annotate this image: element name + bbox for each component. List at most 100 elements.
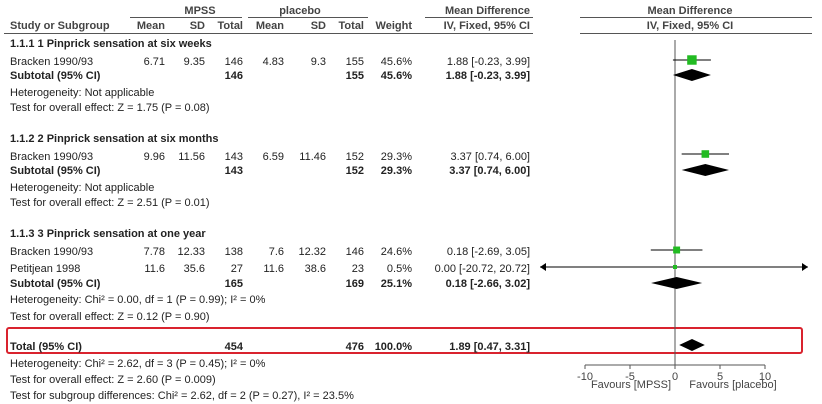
subtotal-label: Subtotal (95% CI) [10,165,101,177]
total-heterogeneity-text: Heterogeneity: Chi² = 2.62, df = 3 (P = … [10,358,266,370]
subtotal-label: Subtotal (95% CI) [10,70,101,82]
heterogeneity-text: Heterogeneity: Chi² = 0.00, df = 1 (P = … [10,294,266,306]
subgroup-title: 1.1.2 2 Pinprick sensation at six months [10,133,219,145]
mean1: 9.96 [143,151,165,163]
plot-header: Mean Difference [647,5,733,17]
plot-method-header: IV, Fixed, 95% CI [646,20,734,32]
total1: 27 [230,263,243,275]
subtotal-total1: 143 [224,165,243,177]
ci: 0.00 [-20.72, 20.72] [434,263,530,275]
subgroup-title: 1.1.1 1 Pinprick sensation at six weeks [10,38,212,50]
weight: 0.5% [386,263,412,275]
heterogeneity-text: Heterogeneity: Not applicable [10,87,155,99]
total-label: Total (95% CI) [10,341,82,353]
sd1: 35.6 [183,263,205,275]
subtotal-ci: 0.18 [-2.66, 3.02] [445,278,530,290]
ci-arrow-right [802,263,808,271]
pooled-diamond [651,277,703,289]
x-tick-label: -10 [577,371,593,383]
ci-arrow-left [540,263,546,271]
total1-header: Total [217,20,243,32]
study-name: Petitjean 1998 [10,263,81,275]
ci: 3.37 [0.74, 6.00] [450,151,530,163]
subtotal-ci: 1.88 [-0.23, 3.99] [445,70,530,82]
x-tick-label: 0 [672,371,678,383]
mean2-header: Mean [255,20,284,32]
overall-effect-text: Test for overall effect: Z = 0.12 (P = 0… [10,311,210,323]
subtotal-ci: 3.37 [0.74, 6.00] [449,165,530,177]
x-tick-label: -5 [625,371,635,383]
sd1: 11.56 [178,151,205,163]
group1-rule [130,17,242,18]
subgroup-title: 1.1.3 3 Pinprick sensation at one year [10,228,206,240]
total-total1: 454 [224,341,243,353]
weight-header: Weight [375,20,412,32]
study-square [673,246,681,254]
ci: 0.18 [-2.69, 3.05] [446,246,530,258]
pooled-diamond [672,69,711,81]
study-square [687,55,697,65]
effect-header: Mean Difference [445,5,530,17]
subtotal-total2: 155 [345,70,364,82]
header-rule [4,33,533,34]
subtotal-weight: 45.6% [380,70,412,82]
group2-header: placebo [279,5,321,17]
study-name: Bracken 1990/93 [10,246,94,258]
mean1: 11.6 [144,263,165,275]
mean1: 6.71 [143,56,165,68]
total-overall-effect-text: Test for overall effect: Z = 2.60 (P = 0… [10,374,216,386]
total2: 23 [351,263,364,275]
plot-rule [580,17,812,18]
study-name: Bracken 1990/93 [10,151,94,163]
subtotal-total2: 152 [345,165,364,177]
total2: 155 [345,56,364,68]
subtotal-total2: 169 [345,278,364,290]
mean2: 11.6 [263,263,284,275]
overall-effect-text: Test for overall effect: Z = 1.75 (P = 0… [10,102,210,114]
sd1: 9.35 [183,56,205,68]
group1-header: MPSS [184,5,216,17]
mean1-header: Mean [136,20,165,32]
study-square [673,265,677,269]
sd2: 12.32 [298,246,326,258]
heterogeneity-text: Heterogeneity: Not applicable [10,182,155,194]
total-weight: 100.0% [374,341,412,353]
favours-left-label: Favours [MPSS] [591,379,671,391]
overall-effect-text: Test for overall effect: Z = 2.51 (P = 0… [10,197,210,209]
total-ci: 1.89 [0.47, 3.31] [449,341,530,353]
total2: 152 [345,151,364,163]
total1: 138 [224,246,243,258]
ci: 1.88 [-0.23, 3.99] [446,56,530,68]
mean2: 7.6 [268,246,284,258]
subtotal-total1: 146 [224,70,243,82]
subtotal-label: Subtotal (95% CI) [10,278,101,290]
total1: 146 [224,56,243,68]
sd1-header: SD [189,20,205,32]
subtotal-weight: 29.3% [380,165,412,177]
total1: 143 [224,151,243,163]
plot-header-rule [580,33,812,34]
mean1: 7.78 [143,246,165,258]
total-highlight-box [6,327,803,354]
sd2-header: SD [310,20,326,32]
pooled-diamond [679,339,705,351]
group2-rule [248,17,368,18]
subgroup-differences-text: Test for subgroup differences: Chi² = 2.… [10,390,354,402]
weight: 45.6% [380,56,412,68]
sd2: 38.6 [304,263,326,275]
total-total2: 476 [345,341,364,353]
total2-header: Total [338,20,364,32]
favours-right-label: Favours [placebo] [689,379,776,391]
x-tick-label: 10 [759,371,771,383]
study-col-header: Study or Subgroup [10,20,110,32]
subtotal-weight: 25.1% [380,278,412,290]
study-name: Bracken 1990/93 [10,56,94,68]
subtotal-total1: 165 [224,278,243,290]
x-tick-label: 5 [717,371,723,383]
sd2: 11.46 [299,151,326,163]
study-square [701,150,710,158]
pooled-diamond [681,164,729,176]
weight: 29.3% [380,151,412,163]
weight: 24.6% [380,246,412,258]
